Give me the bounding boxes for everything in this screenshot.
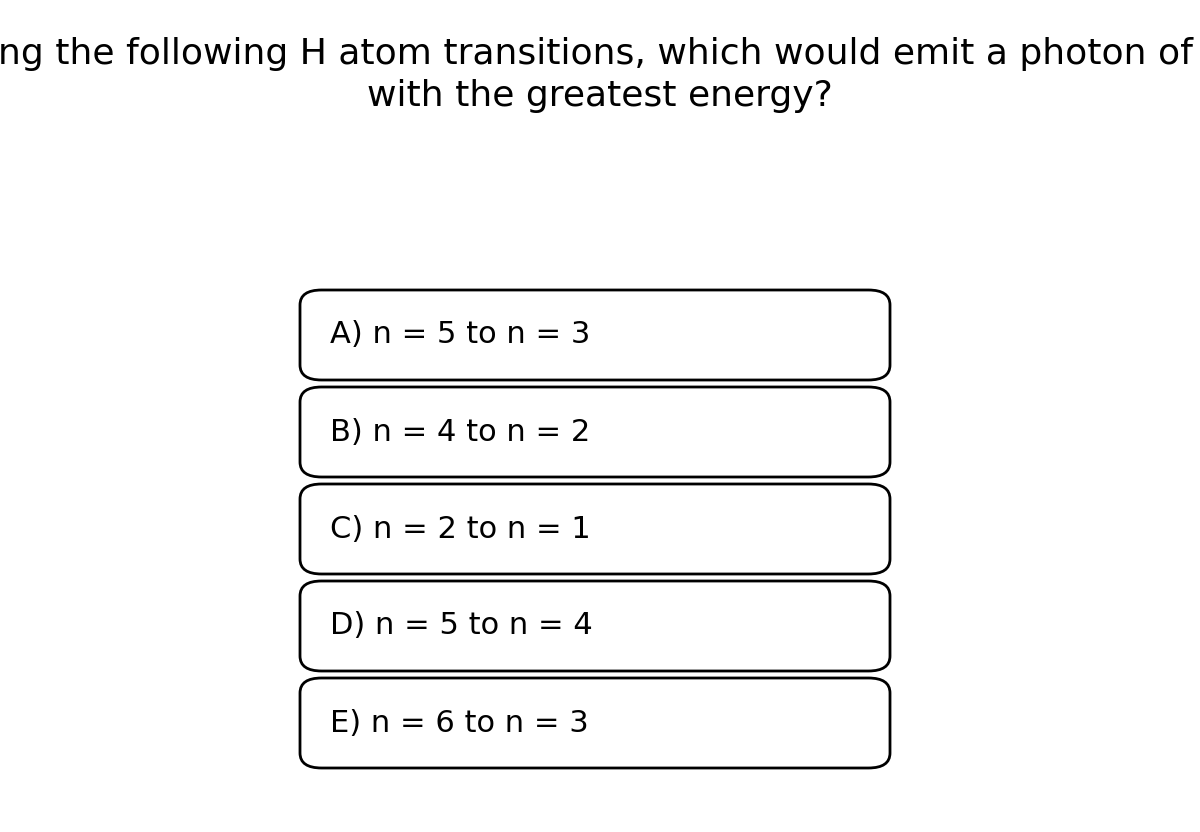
Text: B) n = 4 to n = 2: B) n = 4 to n = 2 [330,418,590,447]
FancyBboxPatch shape [300,290,890,380]
FancyBboxPatch shape [300,387,890,477]
FancyBboxPatch shape [300,484,890,574]
Text: A) n = 5 to n = 3: A) n = 5 to n = 3 [330,320,590,349]
Text: with the greatest energy?: with the greatest energy? [367,79,833,112]
Text: C) n = 2 to n = 1: C) n = 2 to n = 1 [330,514,590,543]
Text: Among the following H atom transitions, which would emit a photon of light: Among the following H atom transitions, … [0,37,1200,71]
FancyBboxPatch shape [300,678,890,768]
FancyBboxPatch shape [300,581,890,671]
Text: E) n = 6 to n = 3: E) n = 6 to n = 3 [330,709,589,737]
Text: D) n = 5 to n = 4: D) n = 5 to n = 4 [330,612,593,641]
